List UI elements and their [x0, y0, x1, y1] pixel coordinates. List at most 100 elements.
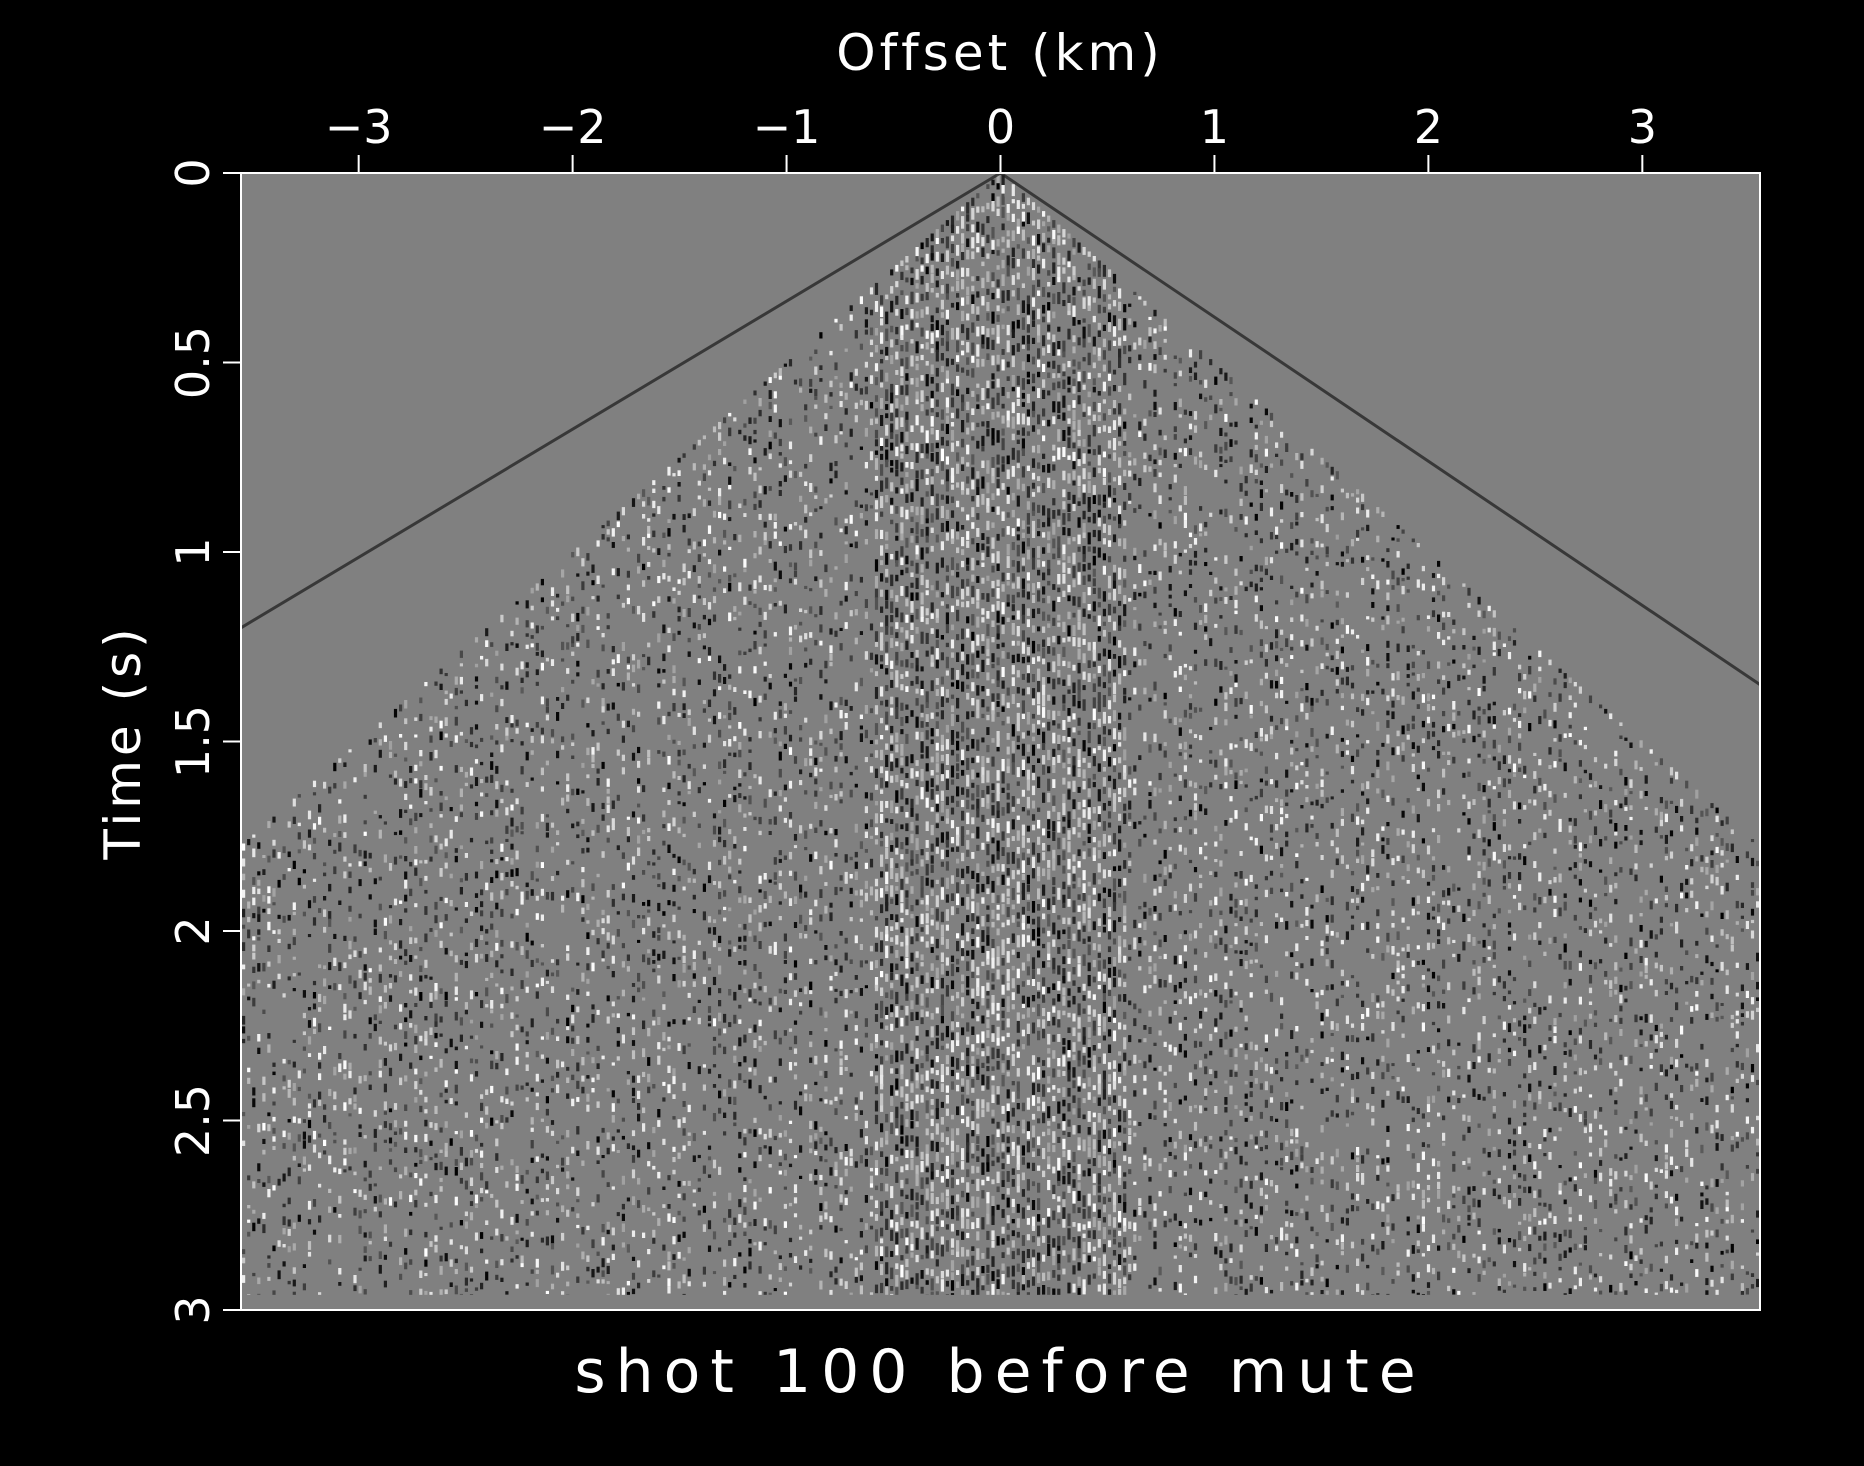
- trace-sample: [495, 1260, 499, 1268]
- trace-sample: [758, 922, 762, 932]
- trace-sample: [864, 880, 868, 889]
- trace-sample: [839, 1087, 843, 1095]
- trace-sample: [966, 1219, 970, 1229]
- trace-sample: [748, 897, 752, 903]
- trace-sample: [566, 694, 570, 701]
- trace-sample: [702, 764, 706, 769]
- trace-sample: [419, 1159, 423, 1164]
- trace-sample: [971, 1011, 975, 1019]
- trace-sample: [586, 1093, 590, 1102]
- trace-sample: [839, 431, 843, 435]
- trace-sample: [348, 1070, 352, 1079]
- trace-sample: [854, 1277, 858, 1283]
- trace-sample: [510, 1012, 514, 1019]
- trace-sample: [945, 1224, 949, 1230]
- trace-sample: [647, 518, 651, 522]
- trace-sample: [642, 1020, 646, 1030]
- trace-sample: [996, 712, 1000, 717]
- trace-sample: [864, 1195, 868, 1203]
- trace-sample: [925, 561, 929, 569]
- trace-sample: [935, 639, 939, 652]
- trace-sample: [996, 611, 1000, 623]
- trace-sample: [490, 877, 494, 883]
- trace-sample: [834, 1108, 838, 1115]
- trace-sample: [728, 940, 732, 945]
- trace-sample: [738, 503, 742, 508]
- trace-sample: [672, 771, 676, 779]
- trace-sample: [920, 592, 924, 605]
- trace-sample: [242, 1026, 246, 1034]
- trace-sample: [672, 868, 676, 875]
- trace-sample: [935, 689, 939, 696]
- trace-sample: [976, 755, 980, 763]
- trace-sample: [915, 283, 919, 289]
- trace-sample: [940, 1075, 944, 1083]
- trace-sample: [419, 1089, 423, 1095]
- trace-sample: [935, 268, 939, 276]
- trace-sample: [758, 1019, 762, 1027]
- trace-sample: [930, 602, 934, 613]
- trace-sample: [874, 1003, 879, 1010]
- trace-sample: [667, 1065, 671, 1073]
- trace-sample: [545, 657, 549, 662]
- trace-sample: [318, 1073, 322, 1081]
- trace-sample: [814, 1180, 818, 1185]
- trace-sample: [778, 1132, 782, 1138]
- trace-sample: [642, 489, 646, 497]
- trace-sample: [363, 1255, 367, 1262]
- trace-sample: [976, 326, 980, 337]
- trace-sample: [859, 513, 863, 519]
- trace-sample: [530, 587, 534, 594]
- trace-sample: [874, 1167, 879, 1176]
- trace-sample: [449, 1038, 453, 1048]
- trace-sample: [981, 998, 985, 1006]
- trace-sample: [712, 689, 717, 697]
- trace-sample: [505, 1117, 509, 1123]
- trace-sample: [556, 959, 560, 966]
- trace-sample: [682, 816, 686, 824]
- trace-sample: [606, 520, 610, 527]
- trace-sample: [869, 1225, 874, 1230]
- trace-sample: [890, 1042, 894, 1050]
- trace-sample: [505, 727, 509, 737]
- trace-sample: [915, 1237, 919, 1250]
- trace-sample: [474, 1194, 479, 1204]
- trace-sample: [819, 1280, 823, 1290]
- trace-sample: [935, 938, 939, 949]
- trace-sample: [920, 242, 924, 250]
- trace-sample: [864, 539, 868, 545]
- trace-sample: [976, 924, 980, 930]
- trace-sample: [793, 756, 798, 764]
- trace-sample: [915, 771, 919, 777]
- trace-sample: [940, 1147, 944, 1153]
- trace-sample: [535, 1269, 539, 1274]
- trace-sample: [596, 1279, 600, 1284]
- trace-sample: [383, 1139, 387, 1143]
- trace-sample: [677, 1119, 681, 1128]
- trace-sample: [956, 531, 960, 540]
- trace-sample: [682, 677, 686, 687]
- trace-sample: [454, 1159, 458, 1166]
- trace-sample: [692, 1155, 696, 1162]
- trace-sample: [996, 533, 1000, 541]
- trace-sample: [910, 582, 914, 588]
- trace-sample: [986, 970, 990, 980]
- trace-sample: [363, 794, 367, 799]
- trace-sample: [773, 1225, 777, 1235]
- trace-sample: [550, 1130, 555, 1136]
- trace-sample: [662, 559, 666, 568]
- trace-sample: [586, 932, 590, 939]
- trace-sample: [677, 494, 681, 502]
- trace-sample: [935, 341, 939, 352]
- trace-sample: [631, 1027, 636, 1035]
- trace-sample: [915, 1035, 919, 1041]
- trace-sample: [991, 948, 995, 961]
- trace-sample: [996, 1236, 1000, 1246]
- trace-sample: [581, 907, 585, 914]
- trace-sample: [920, 1254, 924, 1260]
- trace-sample: [768, 559, 772, 563]
- trace-sample: [768, 819, 772, 825]
- trace-sample: [829, 728, 833, 735]
- trace-sample: [915, 443, 919, 452]
- trace-sample: [459, 690, 463, 694]
